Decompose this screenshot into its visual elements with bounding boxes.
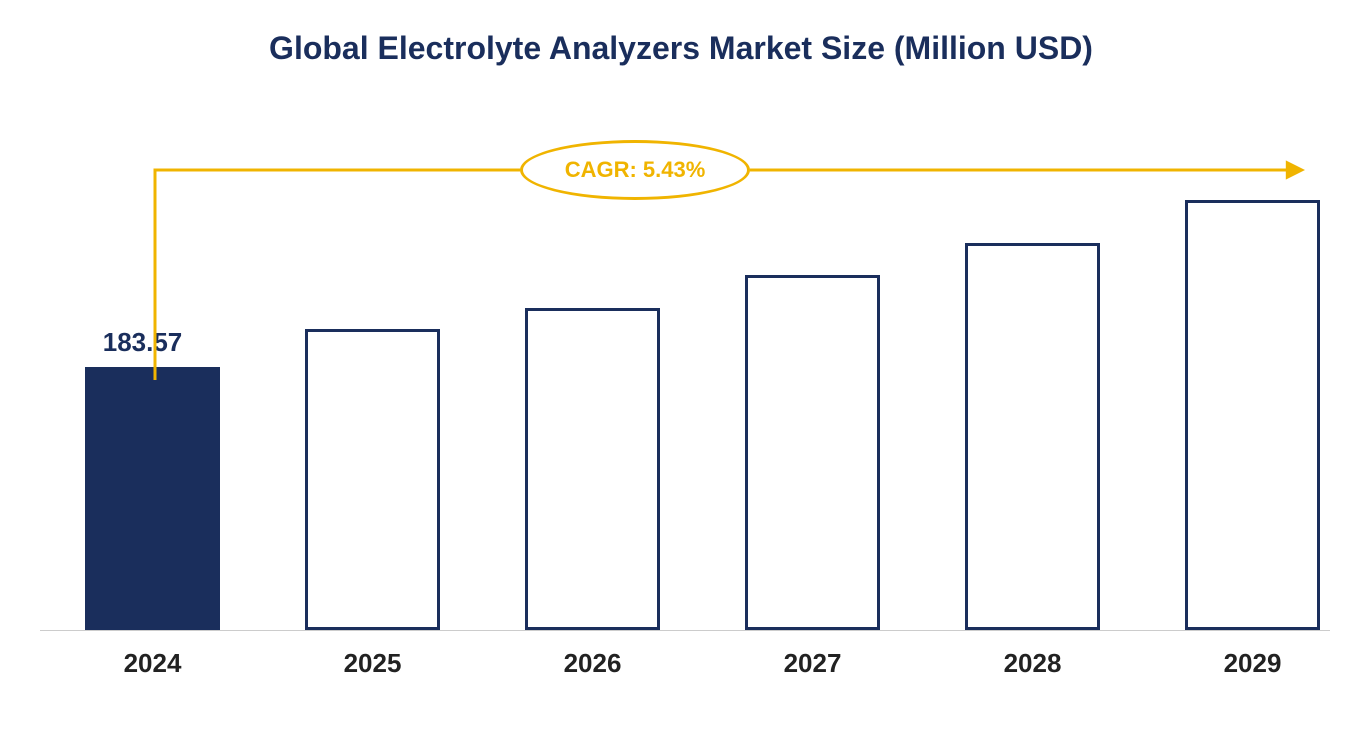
bar-chart: Global Electrolyte Analyzers Market Size… [0,0,1362,748]
cagr-badge: CAGR: 5.43% [520,140,750,200]
cagr-arrow [0,0,1362,748]
cagr-label: CAGR: 5.43% [565,157,706,183]
